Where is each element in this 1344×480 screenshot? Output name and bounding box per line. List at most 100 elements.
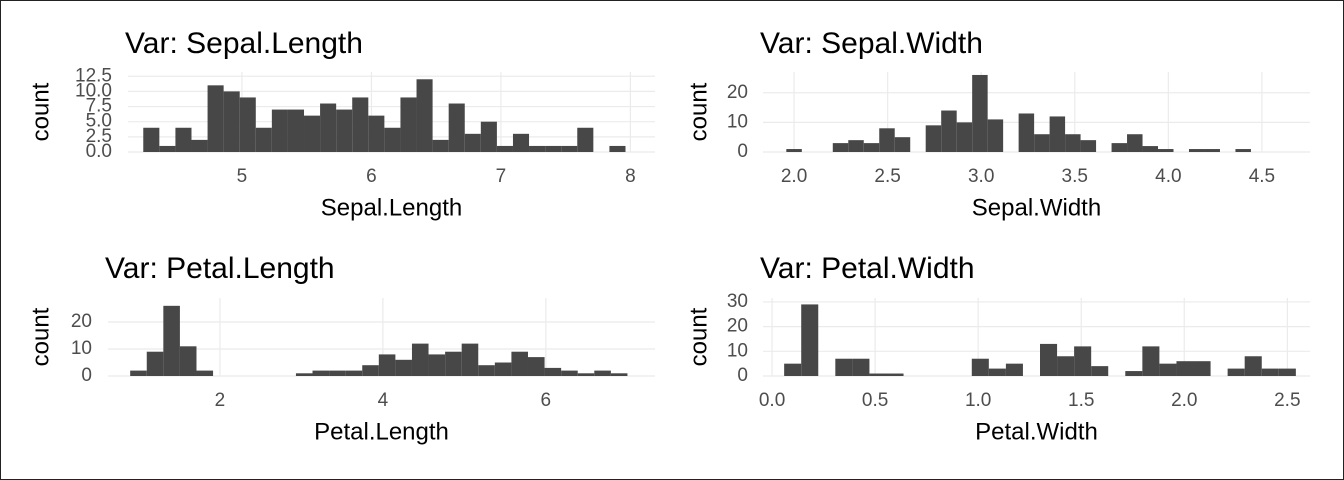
y-axis-title: count xyxy=(685,82,712,141)
bar xyxy=(577,373,595,376)
y-tick-label: 20 xyxy=(71,311,92,332)
bar xyxy=(329,370,346,376)
bar xyxy=(478,365,495,376)
x-axis-title: Sepal.Length xyxy=(321,194,462,221)
bar xyxy=(480,121,497,152)
bar xyxy=(848,140,864,152)
x-tick-label: 0.0 xyxy=(759,390,785,411)
y-tick-label: 12.5 xyxy=(75,65,112,86)
x-tick-label: 2.5 xyxy=(1274,390,1300,411)
bar xyxy=(445,351,462,376)
bar xyxy=(411,343,429,376)
bar xyxy=(352,97,369,152)
bar xyxy=(146,351,164,376)
bar xyxy=(179,346,197,376)
x-tick-label: 4.5 xyxy=(1249,166,1275,187)
x-tick-label: 2.0 xyxy=(781,166,807,187)
bar xyxy=(863,143,880,152)
bar xyxy=(400,97,417,152)
x-tick-label: 6 xyxy=(366,166,377,187)
panel-title: Var: Sepal.Width xyxy=(760,27,983,60)
bar xyxy=(1057,356,1075,376)
bar xyxy=(428,354,446,376)
bar xyxy=(956,122,973,152)
y-tick-label: 20 xyxy=(727,82,748,103)
y-tick-label: 10.0 xyxy=(75,80,112,101)
y-tick-label: 7.5 xyxy=(86,96,112,117)
y-tick-label: 5.0 xyxy=(86,111,112,132)
bar xyxy=(1049,116,1066,152)
bar xyxy=(287,109,305,152)
bar xyxy=(1125,371,1143,376)
bar xyxy=(1080,140,1097,152)
bar xyxy=(512,133,530,152)
bar xyxy=(784,363,802,376)
bar xyxy=(336,109,353,152)
bar xyxy=(894,137,911,152)
bar xyxy=(1018,113,1035,152)
bar xyxy=(1040,343,1058,376)
bar xyxy=(432,139,449,152)
bar xyxy=(320,103,337,152)
bar xyxy=(1158,149,1174,152)
bar xyxy=(1159,363,1177,376)
y-tick-label: 0.0 xyxy=(86,141,112,162)
x-tick-label: 3.0 xyxy=(968,166,994,187)
bar xyxy=(143,127,160,152)
x-tick-label: 0.5 xyxy=(862,390,888,411)
bar xyxy=(544,367,562,376)
bar xyxy=(1142,146,1159,152)
x-tick-label: 4.0 xyxy=(1155,166,1181,187)
bar xyxy=(130,370,147,376)
x-tick-label: 2.0 xyxy=(1171,390,1197,411)
bar xyxy=(1091,366,1109,376)
x-tick-label: 2.5 xyxy=(874,166,900,187)
y-axis-title: count xyxy=(685,307,712,366)
bar xyxy=(886,373,904,376)
x-tick-label: 2 xyxy=(215,390,226,411)
bar xyxy=(1204,149,1220,152)
bar xyxy=(529,145,546,152)
bar xyxy=(1065,134,1081,152)
bar xyxy=(1005,363,1023,376)
bar xyxy=(207,85,224,152)
y-axis-title: count xyxy=(27,82,54,141)
panel-title: Var: Petal.Width xyxy=(760,252,975,285)
bar xyxy=(304,115,321,152)
bar xyxy=(561,145,578,152)
x-axis-title: Petal.Length xyxy=(314,418,449,445)
bar xyxy=(609,145,626,152)
x-tick-label: 4 xyxy=(378,390,389,411)
bar xyxy=(971,358,989,376)
y-tick-label: 0 xyxy=(737,141,748,162)
bar xyxy=(255,127,272,152)
bar xyxy=(1235,149,1251,152)
bar xyxy=(527,357,545,376)
x-axis-title: Sepal.Width xyxy=(972,194,1101,221)
bar xyxy=(1244,356,1262,376)
bar xyxy=(384,127,401,152)
panel-title: Var: Petal.Length xyxy=(105,252,335,285)
bar xyxy=(988,368,1006,376)
bar xyxy=(594,370,611,376)
y-tick-label: 10 xyxy=(71,338,92,359)
bar xyxy=(1227,368,1245,376)
bar xyxy=(1111,143,1128,152)
bar xyxy=(312,370,330,376)
bar xyxy=(561,370,578,376)
bar xyxy=(801,304,819,376)
bar xyxy=(239,97,256,152)
y-tick-label: 2.5 xyxy=(86,126,112,147)
bar xyxy=(362,365,379,376)
bar xyxy=(1127,134,1143,152)
bar xyxy=(1142,346,1160,376)
bar xyxy=(545,145,562,152)
bar xyxy=(191,139,208,152)
bar xyxy=(1188,149,1205,152)
y-axis-title: count xyxy=(27,307,54,366)
x-tick-label: 6 xyxy=(541,390,552,411)
bar xyxy=(175,127,192,152)
bar xyxy=(852,358,870,376)
